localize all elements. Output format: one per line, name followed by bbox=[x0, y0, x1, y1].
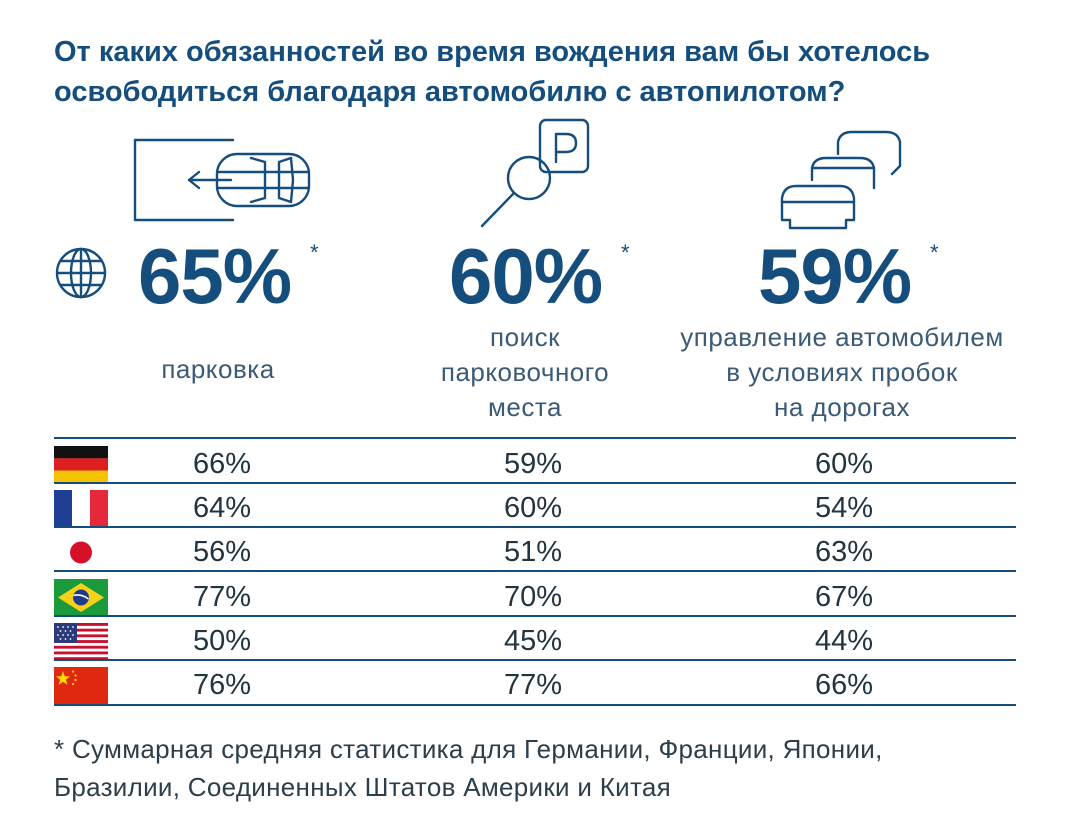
table-cell: 66% bbox=[192, 448, 252, 480]
row-divider bbox=[54, 704, 1016, 706]
footnote-line: Бразилии, Соединенных Штатов Америки и К… bbox=[54, 772, 672, 802]
category-label-line: поиск bbox=[490, 322, 560, 352]
total-percent-search: 60% bbox=[449, 232, 603, 320]
category-label-line: на дорогах bbox=[774, 392, 910, 422]
asterisk: * bbox=[930, 240, 939, 265]
row-divider bbox=[54, 615, 1016, 617]
parking-search-icon bbox=[480, 118, 590, 228]
category-label-search: поиск парковочного места bbox=[405, 320, 645, 425]
asterisk: * bbox=[310, 240, 319, 265]
table-cell: 63% bbox=[814, 536, 874, 568]
category-label-line: парковочного bbox=[440, 357, 610, 387]
category-label-line: управление автомобилем bbox=[680, 322, 1004, 352]
chart-title: От каких обязанностей во время вождения … bbox=[54, 36, 931, 108]
japan-flag-icon bbox=[54, 534, 108, 571]
footnote: * Суммарная средняя статистика для Герма… bbox=[54, 730, 1044, 806]
category-label-traffic: управление автомобилем в условиях пробок… bbox=[652, 320, 1032, 425]
category-label-parking: парковка bbox=[118, 352, 318, 387]
table-cell: 45% bbox=[503, 625, 563, 657]
category-label-line: парковка bbox=[161, 354, 275, 384]
row-divider bbox=[54, 437, 1016, 439]
asterisk: * bbox=[621, 240, 630, 265]
table-cell: 76% bbox=[192, 669, 252, 701]
table-cell: 67% bbox=[814, 581, 874, 613]
table-cell: 44% bbox=[814, 625, 874, 657]
china-flag-icon bbox=[54, 667, 108, 704]
table-cell: 77% bbox=[503, 669, 563, 701]
table-cell: 60% bbox=[814, 448, 874, 480]
traffic-jam-icon bbox=[780, 130, 902, 230]
table-cell: 64% bbox=[192, 492, 252, 524]
globe-icon bbox=[55, 247, 107, 299]
table-cell: 51% bbox=[503, 536, 563, 568]
table-cell: 54% bbox=[814, 492, 874, 524]
brazil-flag-icon bbox=[54, 579, 108, 616]
category-label-line: места bbox=[488, 392, 562, 422]
usa-flag-icon bbox=[54, 623, 108, 660]
table-cell: 59% bbox=[503, 448, 563, 480]
total-percent-parking: 65% bbox=[138, 232, 292, 320]
table-cell: 50% bbox=[192, 625, 252, 657]
parking-car-icon bbox=[133, 138, 311, 222]
table-cell: 77% bbox=[192, 581, 252, 613]
france-flag-icon bbox=[54, 490, 108, 527]
row-divider bbox=[54, 482, 1016, 484]
germany-flag-icon bbox=[54, 446, 108, 483]
row-divider bbox=[54, 570, 1016, 572]
table-cell: 70% bbox=[503, 581, 563, 613]
row-divider bbox=[54, 659, 1016, 661]
total-percent-traffic: 59% bbox=[758, 232, 912, 320]
table-cell: 66% bbox=[814, 669, 874, 701]
category-label-line: в условиях пробок bbox=[726, 357, 958, 387]
footnote-line: * Суммарная средняя статистика для Герма… bbox=[54, 734, 883, 764]
row-divider bbox=[54, 526, 1016, 528]
table-cell: 60% bbox=[503, 492, 563, 524]
table-cell: 56% bbox=[192, 536, 252, 568]
